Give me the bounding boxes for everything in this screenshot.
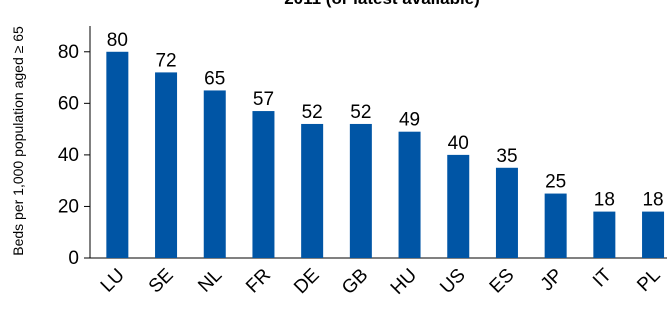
category-label-pl: PL [633,265,664,296]
y-tick-label: 20 [58,196,79,217]
x-axis-categories: LU SE NL FR DE GB HU US ES JP IT PL [97,264,665,299]
bar-se [155,72,178,259]
bar-pl [642,211,665,258]
category-label-fr: FR [242,265,275,298]
bar-de [301,123,324,258]
data-label-fr: 57 [253,89,274,110]
bar-es [495,167,518,258]
bar-lu [106,51,129,259]
data-label-jp: 25 [545,172,566,193]
y-tick-label: 80 [58,42,79,63]
y-axis-label: Beds per 1,000 population aged ≥ 65 [10,26,26,256]
category-label-nl: NL [194,265,226,297]
data-label-se: 72 [155,50,176,71]
data-label-de: 52 [302,102,323,123]
category-label-gb: GB [338,265,372,299]
bar-fr [252,111,275,258]
category-label-hu: HU [387,265,421,299]
y-tick-label: 40 [58,145,79,166]
data-label-gb: 52 [350,102,371,123]
bar-gb [349,123,372,258]
data-label-it: 18 [594,190,615,211]
data-label-us: 40 [448,133,469,154]
y-tick-label: 60 [58,93,79,114]
category-label-lu: LU [97,265,129,297]
data-label-pl: 18 [642,190,663,211]
category-label-jp: JP [537,265,568,296]
data-labels-group: 80 72 65 57 52 52 49 40 35 25 18 18 [107,30,664,211]
bar-it [593,211,616,258]
data-label-hu: 49 [399,110,420,131]
category-label-us: US [436,265,470,299]
bars-group [106,51,665,259]
category-label-es: ES [486,265,519,298]
bar-nl [203,90,226,258]
y-axis: 0 20 40 60 80 [58,26,667,269]
y-tick-label: 0 [68,248,79,269]
bar-hu [398,131,421,258]
chart-title: 2011 (or latest available) [284,0,480,8]
bar-jp [544,193,567,258]
category-label-de: DE [290,265,324,299]
category-label-it: IT [589,264,616,291]
bar-us [447,154,470,258]
category-label-se: SE [145,265,178,298]
data-label-lu: 80 [107,30,128,51]
data-label-es: 35 [496,146,517,167]
data-label-nl: 65 [204,68,225,89]
